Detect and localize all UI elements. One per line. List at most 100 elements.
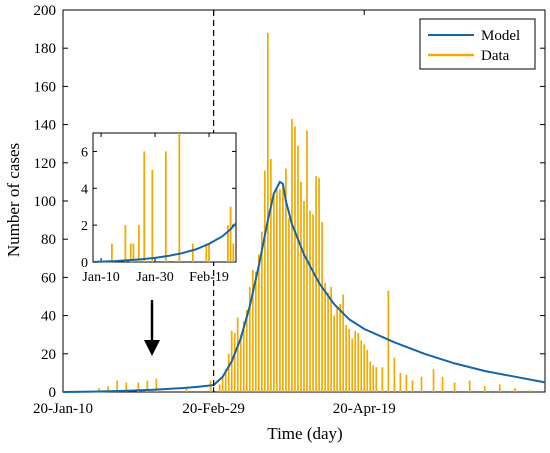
data-bar	[221, 376, 224, 392]
inset-data-bar	[137, 225, 140, 262]
legend-box	[419, 18, 536, 70]
inset-data-bar	[227, 225, 229, 262]
y-tick-label: 140	[34, 118, 57, 134]
data-bar	[375, 367, 378, 392]
y-tick-label: 0	[49, 385, 57, 401]
data-bar	[273, 195, 275, 392]
legend-label: Data	[481, 48, 510, 64]
data-bar	[276, 189, 278, 392]
data-bar	[270, 158, 272, 392]
data-bar	[441, 376, 444, 392]
data-bar	[514, 388, 516, 392]
y-tick-label: 60	[41, 270, 56, 286]
down-arrow-icon	[144, 300, 160, 356]
x-tick-label: 20-Apr-19	[333, 401, 396, 417]
inset-data-bar	[132, 243, 135, 262]
data-bar	[116, 380, 119, 392]
data-bar	[327, 292, 329, 392]
data-bar	[233, 332, 236, 392]
legend: Model Data	[419, 18, 536, 70]
inset-y-tick-label: 0	[81, 256, 88, 271]
data-bar	[369, 361, 372, 392]
data-bar	[245, 309, 248, 392]
data-bar	[354, 330, 357, 392]
data-bar	[251, 269, 254, 392]
inset-data-bar	[178, 133, 181, 262]
data-bar	[254, 271, 257, 392]
data-bar	[432, 369, 435, 392]
data-bar	[309, 210, 311, 392]
data-bar	[248, 286, 251, 392]
inset-x-tick-label: Jan-30	[136, 270, 173, 285]
data-bar	[236, 317, 239, 392]
y-tick-label: 180	[34, 41, 57, 57]
data-bar	[372, 365, 375, 392]
data-bar	[224, 369, 227, 392]
data-bar	[405, 374, 408, 392]
data-bar	[411, 380, 414, 392]
data-bar	[468, 380, 471, 392]
data-bar	[381, 367, 384, 392]
data-bar	[387, 290, 390, 392]
data-bar	[279, 189, 281, 392]
data-bar	[239, 334, 242, 392]
inset-x-tick-label: Feb-19	[189, 270, 229, 285]
data-bar	[300, 181, 302, 392]
data-bar	[321, 222, 323, 392]
x-tick-label: 20-Jan-10	[33, 401, 93, 417]
data-bar	[330, 286, 332, 392]
data-bar	[351, 338, 354, 392]
inset-data-bar	[151, 169, 154, 262]
data-bar	[360, 340, 363, 392]
inset-data-bar	[229, 206, 232, 262]
data-bar	[348, 328, 351, 392]
inset-data-bar	[129, 243, 132, 262]
data-bar	[155, 378, 158, 392]
data-bar	[218, 384, 221, 392]
inset-y-tick-label: 6	[81, 145, 88, 160]
data-bar	[257, 254, 260, 392]
data-bar	[420, 376, 423, 392]
y-tick-label: 40	[41, 309, 56, 325]
inset-frame	[92, 132, 237, 263]
data-bar	[312, 214, 314, 392]
data-bar	[146, 380, 149, 392]
inset-model-line	[92, 222, 237, 263]
data-bar	[107, 386, 110, 392]
data-bar	[345, 325, 348, 392]
inset-data-bar	[110, 243, 113, 262]
data-bar	[260, 231, 263, 392]
y-tick-label: 80	[41, 232, 56, 248]
data-bar	[282, 185, 284, 392]
y-tick-label: 160	[34, 79, 57, 95]
data-bar	[297, 145, 299, 392]
data-bar	[242, 321, 245, 392]
inset-data-bar	[164, 151, 167, 262]
data-bar	[333, 315, 335, 392]
y-tick-label: 200	[34, 3, 57, 19]
data-bar	[125, 382, 128, 392]
data-bar	[98, 388, 100, 392]
inset-data-bar	[191, 243, 194, 262]
inset-y-tick-label: 2	[81, 219, 88, 234]
x-axis-label: Time (day)	[267, 424, 342, 443]
data-bar	[336, 307, 338, 392]
data-bar	[267, 32, 269, 393]
data-bar	[357, 332, 360, 392]
data-bar	[227, 353, 230, 392]
inset-plot: 0 2 4 6 Jan-10 Jan-30 Feb-19	[81, 132, 237, 285]
data-bar	[294, 126, 296, 392]
y-tick-label: 120	[34, 156, 57, 172]
data-bar	[185, 388, 188, 392]
y-tick-label: 100	[34, 194, 57, 210]
inset-x-tick-label: Jan-10	[82, 270, 119, 285]
data-bar	[393, 357, 396, 392]
data-bar	[137, 382, 140, 392]
data-bar	[483, 386, 486, 392]
inset-data-bar	[205, 243, 208, 262]
data-bar	[263, 170, 266, 392]
inset-data-bar	[208, 243, 210, 262]
